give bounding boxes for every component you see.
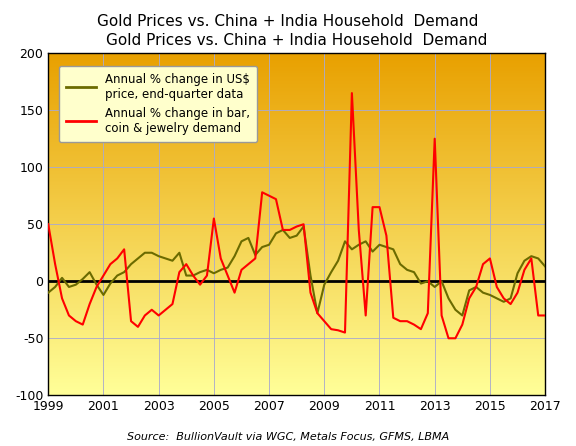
Text: Source:  BullionVault via WGC, Metals Focus, GFMS, LBMA: Source: BullionVault via WGC, Metals Foc… xyxy=(127,432,449,442)
Title: Gold Prices vs. China + India Household  Demand: Gold Prices vs. China + India Household … xyxy=(106,33,487,48)
Text: Gold Prices vs. China + India Household  Demand: Gold Prices vs. China + India Household … xyxy=(97,14,479,29)
Legend: Annual % change in US$
price, end-quarter data, Annual % change in bar,
coin & j: Annual % change in US$ price, end-quarte… xyxy=(59,66,257,142)
